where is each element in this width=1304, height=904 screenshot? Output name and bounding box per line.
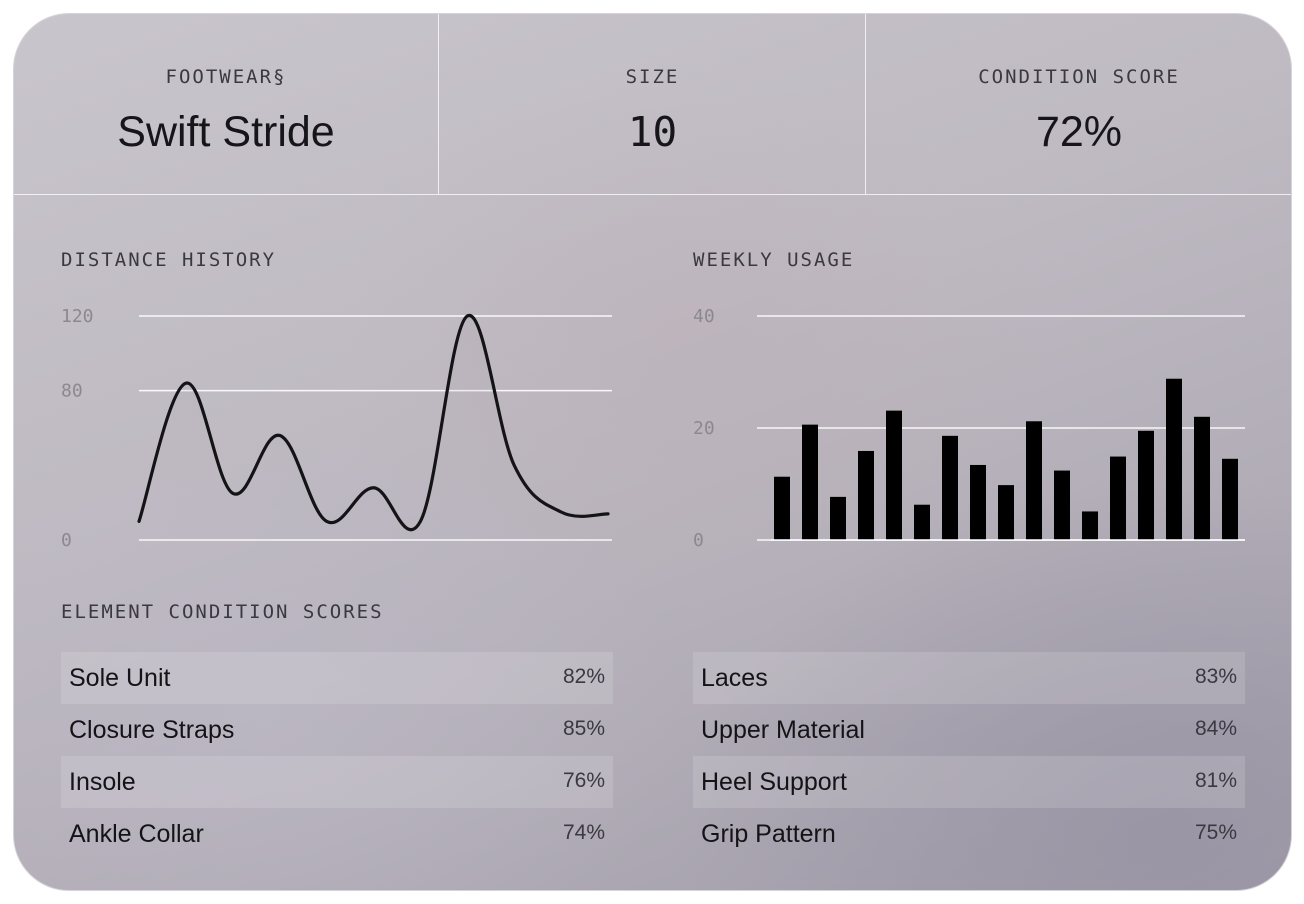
element-row: Upper Material 84% [693,704,1245,756]
footwear-label: FOOTWEAR§ [165,66,287,88]
distance-history-title: DISTANCE HISTORY [61,249,277,271]
condition-cell: CONDITION SCORE 72% [865,14,1291,194]
charts-canvas: 0 80 120 0 20 40 [61,306,1245,551]
usage-bar [942,435,958,540]
element-row: Sole Unit 82% [61,652,613,704]
summary-header: FOOTWEAR§ Swift Stride SIZE 10 CONDITION… [14,14,1291,195]
condition-label: CONDITION SCORE [978,66,1180,88]
usage-bar [1194,416,1210,540]
usage-bar [970,464,986,540]
distance-line [137,314,610,532]
y-tick-label: 0 [61,530,72,551]
element-score: 83% [1194,665,1237,688]
element-name: Sole Unit [69,664,171,692]
usage-bar [774,476,790,540]
element-name: Laces [701,664,768,692]
element-score: 82% [562,665,605,688]
element-row: Closure Straps 85% [61,704,613,756]
element-name: Upper Material [701,716,865,744]
element-score: 84% [1194,717,1237,740]
usage-bar [998,485,1014,540]
usage-bar [802,424,818,540]
distance-history-chart: 0 80 120 [61,306,612,551]
size-label: SIZE [625,66,680,88]
size-cell: SIZE 10 [438,14,866,194]
usage-bar [914,504,930,540]
element-name: Grip Pattern [701,820,836,848]
element-row: Ankle Collar 74% [61,808,613,860]
element-name: Heel Support [701,768,847,796]
y-tick-label: 40 [693,306,715,327]
element-row: Grip Pattern 75% [693,808,1245,860]
usage-bar [1082,511,1098,540]
usage-bar [1166,378,1182,540]
element-scores-title: ELEMENT CONDITION SCORES [61,601,384,623]
y-tick-label: 120 [61,306,94,327]
element-name: Closure Straps [69,716,235,744]
weekly-usage-title: WEEKLY USAGE [693,249,855,271]
element-score: 74% [562,821,605,844]
usage-bar [886,410,902,540]
usage-bar [830,496,846,540]
element-name: Insole [69,768,136,796]
usage-bar [1222,458,1238,540]
y-tick-label: 0 [693,530,704,551]
y-tick-label: 20 [693,418,715,439]
usage-bar [1138,430,1154,540]
weekly-usage-chart: 0 20 40 [693,306,1245,551]
element-name: Ankle Collar [69,820,204,848]
footwear-name: Swift Stride [117,108,335,156]
element-score: 75% [1194,821,1237,844]
distance-area [139,315,608,540]
y-tick-label: 80 [61,381,83,402]
element-row: Laces 83% [693,652,1245,704]
element-row: Insole 76% [61,756,613,808]
element-score: 81% [1194,769,1237,792]
element-score: 76% [562,769,605,792]
condition-value: 72% [1035,108,1123,156]
footwear-card: FOOTWEAR§ Swift Stride SIZE 10 CONDITION… [13,13,1292,891]
size-value: 10 [627,108,678,156]
element-score: 85% [562,717,605,740]
usage-bar [1110,456,1126,540]
usage-bar [1026,421,1042,540]
usage-bar [858,450,874,540]
element-row: Heel Support 81% [693,756,1245,808]
usage-bar [1054,470,1070,540]
footwear-cell: FOOTWEAR§ Swift Stride [14,14,438,194]
